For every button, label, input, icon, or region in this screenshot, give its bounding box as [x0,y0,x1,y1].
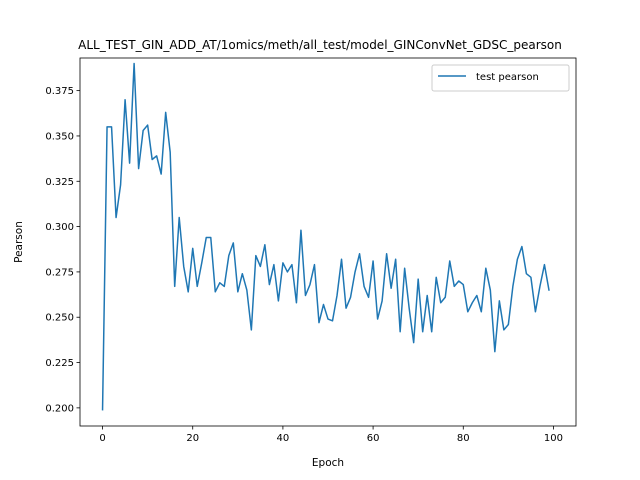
series-line-0 [101,62,550,411]
x-tick-label: 0 [99,433,105,444]
y-tick-label: 0.225 [45,358,74,369]
y-tick-label: 0.300 [45,222,74,233]
y-tick-label: 0.325 [45,177,74,188]
y-tick-label: 0.200 [45,403,74,414]
y-axis-label: Pearson [13,221,25,263]
y-tick-label: 0.275 [45,267,74,278]
x-axis-label: Epoch [312,457,344,469]
y-tick-label: 0.375 [45,86,74,97]
x-tick-label: 40 [277,433,290,444]
x-tick-label: 60 [367,433,380,444]
plot-area [101,62,550,411]
x-axis: 0 20 40 60 80 100 [99,426,563,444]
chart-title: ALL_TEST_GIN_ADD_AT/1omics/meth/all_test… [78,38,562,52]
legend-box [431,64,570,92]
y-tick-label: 0.350 [45,131,74,142]
legend-label: test pearson [476,72,539,83]
x-tick-label: 20 [186,433,199,444]
y-tick-label: 0.250 [45,313,74,324]
plot-frame [79,57,577,427]
x-tick-label: 100 [544,433,563,444]
x-tick-label: 80 [457,433,470,444]
legend: test pearson [431,64,570,92]
y-axis: 0.200 0.225 0.250 0.275 0.300 0.325 0.350 0.375 [45,86,80,414]
